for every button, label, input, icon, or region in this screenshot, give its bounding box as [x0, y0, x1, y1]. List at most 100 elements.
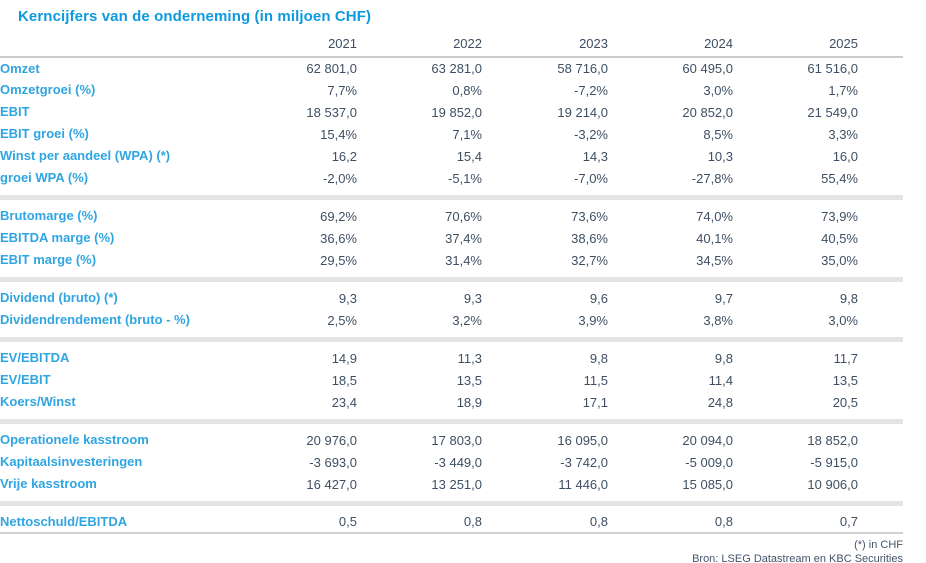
cell-value: -27,8% [691, 170, 733, 186]
cell-value: -7,0% [574, 170, 608, 186]
cell-value: 18 537,0 [306, 104, 357, 120]
table-row: EBIT 18 537,0 19 852,0 19 214,0 20 852,0 21 5… [0, 101, 903, 123]
cell-value: 40,1% [696, 230, 733, 246]
cell-value: 0,7 [839, 514, 858, 529]
row-right-spacer [858, 101, 903, 123]
row-right-spacer [858, 473, 903, 495]
divider-band [0, 277, 903, 282]
cell-value: 9,3 [463, 290, 482, 306]
section-divider-cell [0, 189, 903, 205]
cell-value: 10 906,0 [807, 476, 858, 492]
cell-value: 11,5 [583, 372, 608, 388]
table-row: Koers/Winst 23,4 18,9 17,1 24,8 20,5 [0, 391, 903, 413]
year-column-header: 2025 [733, 36, 858, 58]
year-column-header: 2023 [482, 36, 608, 58]
cell-value: 3,0% [828, 312, 858, 328]
cell-value: 16,2 [331, 148, 357, 164]
cell-value: 15 085,0 [682, 476, 733, 492]
cell-value: 37,4% [445, 230, 482, 246]
cell-value: -3 449,0 [434, 454, 482, 470]
cell-value: -3 693,0 [309, 454, 357, 470]
header-right-spacer [858, 36, 903, 58]
cell-value: 20,5 [832, 394, 858, 410]
cell-value: 3,3% [828, 126, 858, 142]
cell-value: 29,5% [320, 252, 357, 268]
section-divider-cell [0, 495, 903, 511]
cell-value: 13,5 [456, 372, 482, 388]
table-row: Omzetgroei (%) 7,7% 0,8% -7,2% 3,0% 1,7% [0, 79, 903, 101]
row-label: Dividendrendement (bruto - %) [0, 312, 190, 328]
cell-value: 19 214,0 [557, 104, 608, 120]
row-right-spacer [858, 287, 903, 309]
cell-value: 62 801,0 [306, 61, 357, 76]
row-label: Operationele kasstroom [0, 432, 149, 448]
cell-value: 10,3 [707, 148, 733, 164]
cell-value: 13,5 [832, 372, 858, 388]
row-right-spacer [858, 205, 903, 227]
year-column-header: 2022 [357, 36, 482, 58]
cell-value: 21 549,0 [807, 104, 858, 120]
row-label: groei WPA (%) [0, 170, 89, 186]
row-label: Dividend (bruto) (*) [0, 290, 118, 306]
cell-value: 17,1 [582, 394, 608, 410]
table-row: Vrije kasstroom 16 427,0 13 251,0 11 446,0 1… [0, 473, 903, 495]
cell-value: 14,3 [582, 148, 608, 164]
cell-value: -3,2% [574, 126, 608, 142]
cell-value: -5 915,0 [810, 454, 858, 470]
section-divider-cell [0, 413, 903, 429]
row-right-spacer [858, 429, 903, 451]
table-row: Omzet 62 801,0 63 281,0 58 716,0 60 495,0 61 … [0, 57, 903, 79]
table-header: 2021 2022 2023 2024 2025 [0, 36, 903, 58]
row-right-spacer [858, 57, 903, 79]
cell-value: 0,5 [338, 514, 357, 529]
cell-value: 3,8% [703, 312, 733, 328]
footnotes: (*) in CHF Bron: LSEG Datastream en KBC … [0, 538, 903, 563]
cell-value: 9,3 [338, 290, 357, 306]
row-label: EBITDA marge (%) [0, 230, 115, 246]
row-right-spacer [858, 369, 903, 391]
footnote-source: Bron: LSEG Datastream en KBC Securities [692, 553, 903, 563]
year-column-header: 2021 [225, 36, 357, 58]
year-column-header: 2024 [608, 36, 733, 58]
cell-value: -7,2% [574, 82, 608, 98]
cell-value: 8,5% [703, 126, 733, 142]
table-row: EBIT marge (%) 29,5% 31,4% 32,7% 34,5% 35,0% [0, 249, 903, 271]
cell-value: -5 009,0 [685, 454, 733, 470]
cell-value: 74,0% [696, 208, 733, 224]
cell-value: 70,6% [445, 208, 482, 224]
cell-value: 15,4 [456, 148, 482, 164]
cell-value: 0,8 [589, 514, 608, 529]
key-figures-table: 2021 2022 2023 2024 2025 Omzet 62 801,0 63 281… [0, 36, 903, 535]
row-right-spacer [858, 145, 903, 167]
cell-value: 13 251,0 [431, 476, 482, 492]
cell-value: 16 095,0 [557, 432, 608, 448]
table-bottom-line [0, 532, 903, 535]
row-label: Omzetgroei (%) [0, 82, 96, 98]
cell-value: 73,9% [821, 208, 858, 224]
table-row: EBIT groei (%) 15,4% 7,1% -3,2% 8,5% 3,3% [0, 123, 903, 145]
cell-value: 7,1% [452, 126, 482, 142]
cell-value: 18,9 [456, 394, 482, 410]
cell-value: 11,7 [833, 350, 858, 366]
row-label: Brutomarge (%) [0, 208, 98, 224]
cell-value: 11,4 [708, 372, 733, 388]
table-row: Brutomarge (%) 69,2% 70,6% 73,6% 74,0% 73,9% [0, 205, 903, 227]
cell-value: 0,8 [714, 514, 733, 529]
cell-value: 31,4% [445, 252, 482, 268]
table-row: EBITDA marge (%) 36,6% 37,4% 38,6% 40,1% 40,5… [0, 227, 903, 249]
table-row: Winst per aandeel (WPA) (*) 16,2 15,4 14,3 1… [0, 145, 903, 167]
divider-band [0, 419, 903, 424]
cell-value: 40,5% [821, 230, 858, 246]
divider-band [0, 195, 903, 200]
cell-value: 34,5% [696, 252, 733, 268]
cell-value: 69,2% [320, 208, 357, 224]
cell-value: 14,9 [331, 350, 357, 366]
cell-value: 9,6 [589, 290, 608, 306]
cell-value: 36,6% [320, 230, 357, 246]
row-label: EBIT [0, 104, 30, 120]
row-label: EBIT groei (%) [0, 126, 89, 142]
table-bottom-line-cell [0, 532, 903, 535]
cell-value: 19 852,0 [431, 104, 482, 120]
row-label: Omzet [0, 60, 40, 76]
